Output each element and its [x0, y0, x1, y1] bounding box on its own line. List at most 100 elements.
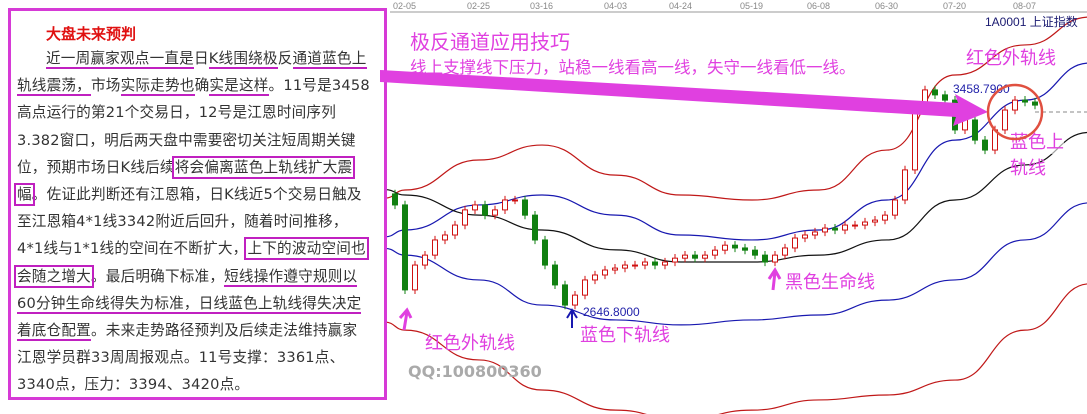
candle-body	[462, 209, 468, 226]
candle-body	[402, 204, 408, 291]
candle-body	[862, 221, 868, 226]
text-segment: 位，预期市场日K线后续	[17, 158, 175, 176]
underlined-text: 轨线震荡，	[17, 77, 91, 97]
paragraph-line: 着底仓配置。未来走势路径预判及后续走法维持赢家	[17, 319, 358, 341]
candle-body	[722, 244, 728, 251]
candle-body	[392, 193, 398, 206]
underlined-text: 短线操作遵守规则以	[224, 267, 358, 287]
band-line	[384, 202, 1087, 326]
label-blue-lower: 蓝色下轨线	[580, 325, 670, 346]
candle-body	[892, 199, 898, 216]
candle-body	[662, 261, 668, 266]
text-segment: 3.382窗口，明后两天盘中需要密切关注短周期关键	[17, 131, 356, 149]
candle-body	[782, 247, 788, 256]
label-black-life: 黑色生命线	[785, 272, 875, 293]
x-tick-label: 05-19	[740, 1, 764, 11]
candle-body	[592, 274, 598, 281]
panel-title: 大盘未来预判	[46, 25, 137, 43]
candle-body	[442, 234, 448, 241]
forecast-panel: 大盘未来预判 近一周赢家观点一直是日K线围绕极反通道蓝色上轨线震荡，市场实际走势…	[8, 8, 387, 400]
candle-body	[542, 239, 548, 266]
candle-body	[762, 254, 768, 263]
text-segment: 确	[194, 77, 210, 95]
label-blue-upper-1: 蓝色上	[1010, 128, 1064, 154]
paragraph-line: 3340点，压力：3394、3420点。	[17, 373, 249, 394]
candle-body	[472, 204, 478, 211]
candle-body	[822, 227, 828, 233]
text-segment: 4*1线与1*1线的空间在不断扩大，	[17, 240, 248, 258]
band-line	[384, 283, 1087, 414]
low-value-label: 2646.8000	[583, 305, 640, 319]
candle-body	[502, 199, 508, 211]
candle-body	[992, 129, 998, 151]
candle-body	[452, 224, 458, 236]
paragraph-line: 60分钟生命线得失为标准，日线蓝色上轨线得失决定	[17, 292, 362, 314]
candle-body	[562, 284, 568, 306]
candle-body	[972, 119, 978, 141]
text-segment: 市场	[90, 77, 121, 95]
underlined-text: 实际走势也	[120, 77, 195, 97]
boxed-text: 会随之增大	[14, 264, 94, 288]
candle-body	[482, 204, 488, 216]
underlined-text: 着底仓配置	[17, 322, 91, 341]
paragraph-line: 至江恩箱4*1线3342附近后回升，随着时间推移，	[17, 210, 348, 231]
x-tick-label: 03-16	[530, 1, 554, 11]
candle-body	[532, 214, 538, 241]
candle-body	[642, 261, 648, 266]
candle-body	[702, 254, 708, 259]
candle-body	[942, 94, 948, 101]
band-line	[384, 62, 1087, 241]
annotation-title: 极反通道应用技巧	[410, 30, 570, 54]
text-segment: 高点运行的第21个交易日，12号是江恩时间序列	[17, 104, 337, 122]
paragraph-line: 幅。佐证此判断还有江恩箱，日K线近5个交易日触及	[14, 183, 362, 206]
annotation-subtitle: 线上支撑线下压力，站稳一线看高一线，失守一线看低一线。	[410, 58, 856, 77]
underlined-text: K线围绕极	[208, 50, 278, 69]
candle-body	[712, 249, 718, 256]
label-red-outer-bottom: 红色外轨线	[425, 333, 515, 354]
x-tick-label: 02-05	[393, 1, 417, 11]
paragraph-line: 3.382窗口，明后两天盘中需要密切关注短周期关键	[17, 129, 356, 150]
candle-body	[682, 254, 688, 259]
candle-body	[582, 279, 588, 296]
paragraph-line: 高点运行的第21个交易日，12号是江恩时间序列	[17, 101, 336, 122]
candle-body	[952, 99, 958, 131]
candle-body	[742, 247, 748, 251]
candle-body	[672, 257, 678, 263]
candle-body	[1032, 101, 1038, 106]
text-segment: 日	[193, 50, 209, 67]
text-segment: 反	[277, 50, 293, 67]
text-segment: 3340点，压力：3394、3420点。	[17, 376, 250, 394]
text-segment: 至江恩箱4*1线3342附近后回升，随着时间推移，	[17, 213, 348, 231]
paragraph-line: 会随之增大。最后明确下标准，短线操作遵守规则以	[14, 264, 358, 288]
candle-body	[812, 231, 818, 236]
candle-body	[602, 269, 608, 276]
candle-body	[612, 267, 618, 271]
underlined-text: 观点一直是	[119, 50, 194, 69]
boxed-text: 将会偏离蓝色上轨线扩大震	[171, 155, 356, 179]
candle-body	[572, 294, 578, 306]
candle-body	[872, 219, 878, 223]
candle-body	[752, 249, 758, 256]
paragraph-line: 4*1线与1*1线的空间在不断扩大，上下的波动空间也	[17, 237, 369, 261]
candle-body	[792, 237, 798, 249]
candle-body	[732, 244, 738, 249]
candle-body	[832, 227, 838, 231]
paragraph-line: 江恩学员群33周周报观点。11号支撑：3361点、	[17, 346, 344, 367]
label-red-outer-top: 红色外轨线	[966, 48, 1056, 69]
candle-body	[622, 264, 628, 269]
candle-body	[422, 254, 428, 266]
chart-title: 1A0001 上证指数	[985, 15, 1078, 29]
candle-body	[962, 119, 968, 131]
candle-body	[692, 254, 698, 259]
text-segment: 。最后明确下标准，	[90, 267, 225, 285]
text-segment: 。未来走势路径预判及后续走法维持赢家	[90, 322, 358, 339]
underlined-text: 通道蓝色上	[292, 50, 367, 69]
x-tick-label: 04-03	[604, 1, 628, 11]
candle-body	[982, 139, 988, 151]
candle-body	[902, 169, 908, 201]
text-segment: 。佐证此判断还有江恩箱，日K线近5个交易日触及	[31, 186, 362, 203]
text-segment: 江恩学员群33周周报观点。11号支撑：3361点、	[17, 349, 345, 367]
boxed-text: 幅	[14, 183, 35, 206]
underlined-text: 近一周赢家	[46, 50, 120, 69]
candle-body	[632, 264, 638, 267]
